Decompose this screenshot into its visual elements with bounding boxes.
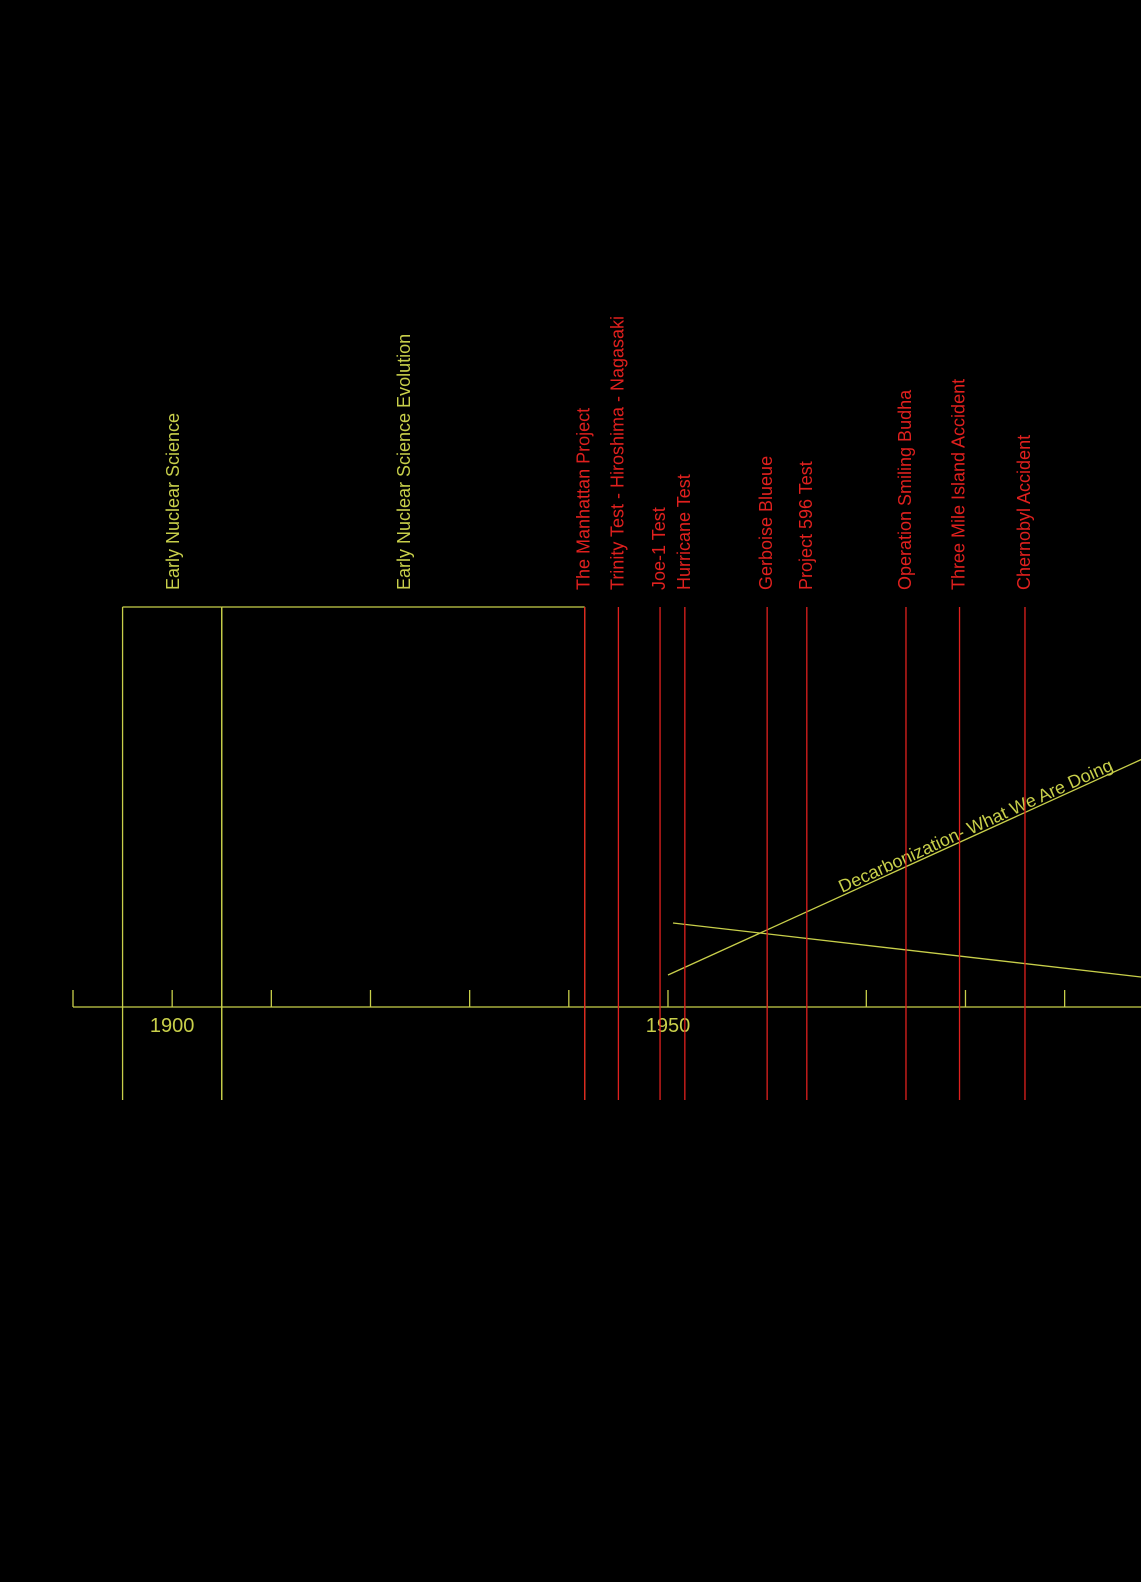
event-label: The Manhattan Project [574, 408, 594, 590]
counter-trend-line [672, 922, 1141, 978]
trend-label: Decarbonization- What We Are Doing [835, 755, 1115, 897]
event-label: Three Mile Island Accident [949, 379, 969, 590]
tick-label: 1900 [150, 1015, 195, 1037]
trend-line [667, 758, 1141, 976]
period-label: Early Nuclear Science Evolution [394, 334, 414, 590]
event-label: Joe-1 Test [649, 507, 669, 590]
tick-label: 1950 [646, 1015, 691, 1037]
event-label: Project 596 Test [796, 461, 816, 590]
period-label: Early Nuclear Science [163, 413, 183, 590]
event-label: Operation Smiling Budha [895, 389, 915, 590]
event-label: Chernobyl Accident [1014, 435, 1034, 590]
event-label: Hurricane Test [674, 474, 694, 590]
event-label: Gerboise Blueue [756, 456, 776, 590]
event-label: Trinity Test - Hiroshima - Nagasaki [607, 316, 627, 590]
